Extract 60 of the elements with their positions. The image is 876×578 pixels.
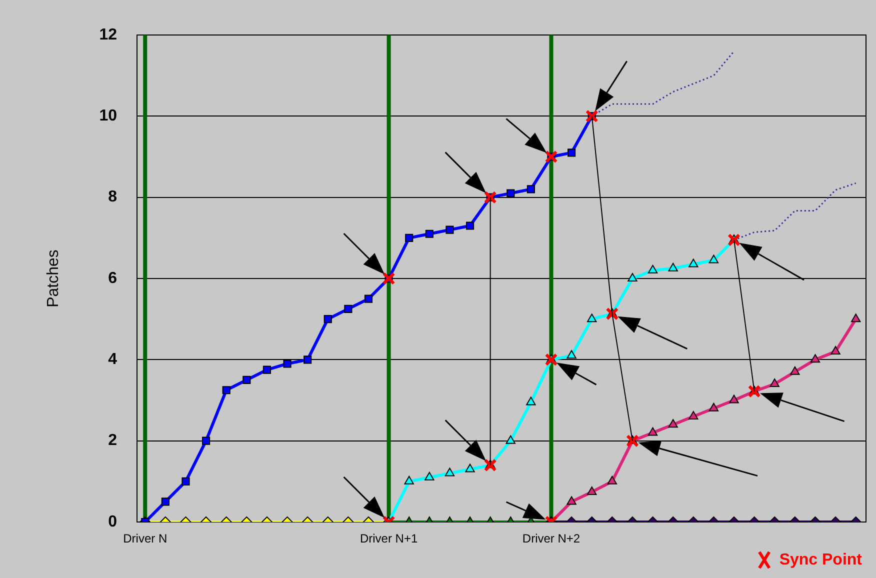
- point: [668, 419, 678, 428]
- point: [424, 472, 434, 480]
- point: [648, 427, 658, 436]
- point: [304, 356, 312, 364]
- point: [606, 307, 619, 320]
- point: [628, 273, 638, 282]
- point: [465, 464, 475, 472]
- y-tick-label: 6: [108, 270, 118, 287]
- point: [790, 366, 800, 375]
- point: [425, 230, 434, 238]
- point: [242, 376, 251, 384]
- point: [688, 410, 698, 420]
- x-tick-label: Driver N+1: [360, 532, 418, 546]
- y-tick-label: 4: [108, 351, 118, 368]
- point: [466, 222, 474, 230]
- point: [405, 234, 414, 242]
- point: [484, 190, 497, 204]
- point: [748, 384, 761, 398]
- point: [585, 110, 598, 123]
- point: [526, 185, 535, 194]
- y-tick-label: 0: [108, 513, 118, 530]
- point: [587, 486, 597, 495]
- point: [708, 402, 719, 412]
- point: [708, 254, 719, 264]
- point: [770, 378, 780, 388]
- point: [526, 396, 536, 406]
- y-axis-title: Patches: [45, 250, 62, 308]
- point: [544, 353, 558, 366]
- point: [283, 360, 292, 368]
- point: [446, 226, 454, 234]
- point: [607, 476, 617, 484]
- point: [668, 262, 678, 272]
- point: [324, 315, 332, 324]
- x-tick-label: Driver N+2: [522, 532, 580, 546]
- y-tick-label: 8: [108, 188, 118, 206]
- point: [830, 346, 840, 355]
- point: [566, 350, 576, 359]
- point: [566, 496, 576, 505]
- x-tick-label: Driver N: [123, 532, 168, 546]
- point: [506, 189, 515, 198]
- point: [506, 435, 516, 444]
- point: [648, 264, 658, 274]
- y-tick-label: 12: [99, 26, 118, 44]
- point: [688, 258, 698, 268]
- point: [262, 366, 271, 374]
- point: [728, 233, 740, 246]
- legend-label: Sync Point: [779, 551, 863, 568]
- point: [404, 476, 414, 484]
- point: [444, 468, 455, 476]
- point: [544, 150, 558, 164]
- y-tick-label: 2: [108, 432, 118, 450]
- point: [382, 272, 396, 285]
- point: [364, 294, 373, 303]
- point: [729, 394, 739, 404]
- point: [587, 314, 597, 322]
- y-tick-label: 10: [99, 108, 118, 125]
- point: [568, 148, 576, 157]
- point: [810, 354, 820, 363]
- point: [344, 304, 352, 313]
- point: [851, 314, 861, 322]
